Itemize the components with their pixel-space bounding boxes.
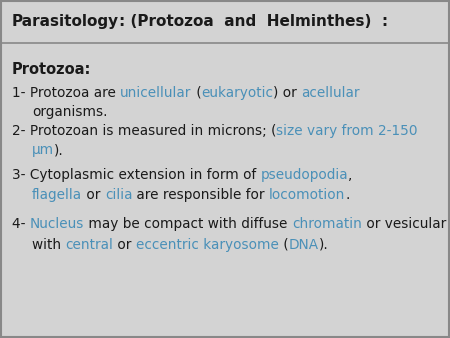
Text: ).: ). bbox=[319, 238, 328, 252]
Text: 1- Protozoa are: 1- Protozoa are bbox=[12, 86, 120, 100]
Text: ).: ). bbox=[54, 143, 64, 157]
Text: locomotion: locomotion bbox=[269, 188, 346, 202]
Text: eccentric karyosome: eccentric karyosome bbox=[136, 238, 279, 252]
Text: or: or bbox=[113, 238, 136, 252]
Text: with: with bbox=[32, 238, 66, 252]
Text: Parasitology: Parasitology bbox=[12, 14, 119, 29]
Text: (: ( bbox=[192, 86, 201, 100]
Text: ,: , bbox=[348, 168, 353, 182]
Text: DNA: DNA bbox=[288, 238, 319, 252]
Text: μm: μm bbox=[32, 143, 54, 157]
Text: .: . bbox=[346, 188, 350, 202]
Text: ) or: ) or bbox=[273, 86, 302, 100]
Text: may be compact with diffuse: may be compact with diffuse bbox=[84, 217, 292, 231]
Text: Nucleus: Nucleus bbox=[30, 217, 84, 231]
Text: unicellular: unicellular bbox=[120, 86, 192, 100]
Text: central: central bbox=[66, 238, 113, 252]
Text: eukaryotic: eukaryotic bbox=[201, 86, 273, 100]
Text: cilia: cilia bbox=[105, 188, 132, 202]
Text: chromatin: chromatin bbox=[292, 217, 362, 231]
Text: 4-: 4- bbox=[12, 217, 30, 231]
Text: (: ( bbox=[279, 238, 288, 252]
Text: 2- Protozoan is measured in microns; (: 2- Protozoan is measured in microns; ( bbox=[12, 124, 276, 138]
Text: acellular: acellular bbox=[302, 86, 360, 100]
Text: or vesicular: or vesicular bbox=[362, 217, 446, 231]
Text: 3- Cytoplasmic extension in form of: 3- Cytoplasmic extension in form of bbox=[12, 168, 261, 182]
Text: pseudopodia: pseudopodia bbox=[261, 168, 348, 182]
Text: flagella: flagella bbox=[32, 188, 82, 202]
Text: are responsible for: are responsible for bbox=[132, 188, 269, 202]
Text: organisms.: organisms. bbox=[32, 105, 108, 119]
Text: or: or bbox=[82, 188, 105, 202]
Bar bbox=[0, 0, 450, 43]
Text: Protozoa:: Protozoa: bbox=[12, 63, 91, 77]
Text: size vary from 2-150: size vary from 2-150 bbox=[276, 124, 418, 138]
Text: : (Protozoa  and  Helminthes)  :: : (Protozoa and Helminthes) : bbox=[119, 14, 388, 29]
